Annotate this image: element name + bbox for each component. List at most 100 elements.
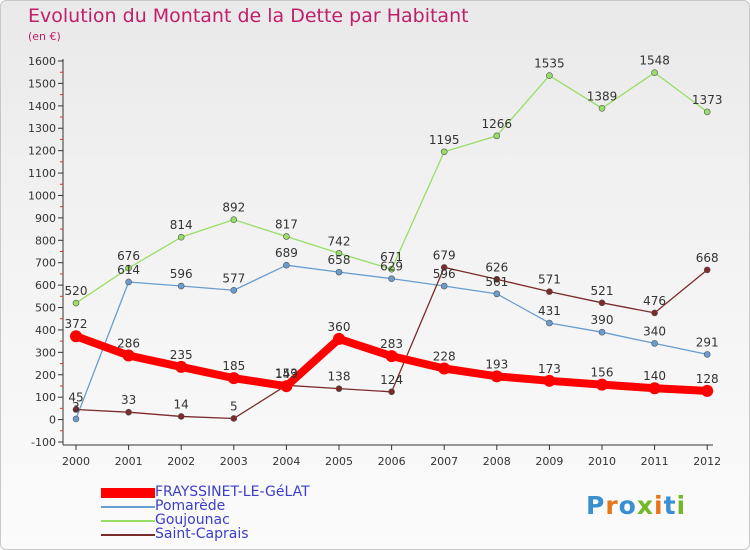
- data-point: [388, 388, 395, 396]
- data-point: [335, 385, 343, 392]
- y-tick-label: 1200: [28, 145, 56, 158]
- data-point: [493, 132, 501, 140]
- x-tick-label: 2008: [483, 455, 511, 468]
- data-point: [546, 72, 553, 79]
- x-tick-label: 2006: [378, 455, 406, 468]
- data-label: 3: [72, 400, 80, 414]
- x-tick-label: 2007: [430, 455, 458, 468]
- data-label: 340: [643, 324, 666, 338]
- data-point: [651, 69, 658, 76]
- data-label: 520: [65, 284, 88, 298]
- y-tick-label: 1400: [28, 100, 56, 113]
- data-label: 235: [170, 348, 193, 362]
- data-point: [177, 413, 185, 420]
- brand-letter: P: [586, 491, 606, 520]
- data-label: 476: [643, 294, 666, 308]
- y-tick-label: 800: [35, 234, 56, 247]
- data-point: [543, 374, 556, 387]
- y-tick-label: 600: [35, 279, 56, 292]
- brand-letter: i: [654, 491, 664, 520]
- data-label: 138: [328, 370, 351, 384]
- data-label: 892: [222, 201, 245, 215]
- data-point: [651, 340, 658, 347]
- data-point: [335, 268, 343, 276]
- data-point: [490, 370, 503, 383]
- data-point: [440, 264, 448, 271]
- data-point: [280, 380, 293, 393]
- data-label: 1373: [692, 93, 723, 107]
- data-label: 156: [591, 366, 614, 380]
- data-label: 140: [643, 369, 666, 383]
- data-point: [440, 148, 448, 156]
- data-label: 372: [65, 317, 88, 331]
- data-label: 5: [230, 399, 238, 413]
- brand-letter: t: [663, 491, 677, 520]
- legend-swatch-bar: [101, 506, 155, 508]
- y-tick-label: 300: [35, 346, 56, 359]
- data-label: 193: [485, 357, 508, 371]
- data-point: [72, 415, 80, 423]
- y-tick-label: 1100: [28, 167, 56, 180]
- data-point: [230, 216, 238, 223]
- data-label: 658: [328, 253, 351, 267]
- data-label: 679: [433, 248, 456, 262]
- data-label: 228: [433, 349, 456, 363]
- x-tick-label: 2012: [693, 455, 721, 468]
- data-label: 577: [222, 271, 245, 285]
- data-point: [177, 233, 185, 241]
- data-label: 817: [275, 217, 298, 231]
- data-label: 561: [485, 275, 508, 289]
- y-tick-label: 1500: [28, 77, 56, 90]
- data-point: [227, 372, 240, 385]
- data-label: 1389: [587, 89, 618, 103]
- data-point: [385, 350, 398, 363]
- y-tick-label: 900: [35, 212, 56, 225]
- data-label: 153: [275, 366, 298, 380]
- data-point: [283, 233, 290, 240]
- data-label: 626: [485, 260, 508, 274]
- legend-swatch: [101, 534, 155, 536]
- data-label: 629: [380, 260, 403, 274]
- y-tick-label: 1000: [28, 189, 56, 202]
- data-point: [598, 104, 606, 112]
- x-tick-label: 2011: [641, 455, 669, 468]
- data-label: 431: [538, 304, 561, 318]
- data-label: 814: [170, 218, 193, 232]
- x-tick-label: 2010: [588, 455, 616, 468]
- brand-letter: o: [618, 491, 637, 520]
- data-point: [177, 282, 185, 290]
- data-label: 1195: [429, 133, 460, 147]
- data-point: [333, 332, 345, 345]
- data-label: 128: [696, 372, 719, 386]
- data-point: [122, 349, 135, 362]
- legend-label: Goujounac: [155, 512, 230, 528]
- data-point: [703, 351, 711, 358]
- data-label: 521: [591, 284, 614, 298]
- data-point: [546, 319, 553, 327]
- data-label: 596: [170, 267, 193, 281]
- data-point: [175, 360, 188, 373]
- data-label: 185: [222, 359, 245, 373]
- data-point: [283, 261, 290, 269]
- x-tick-label: 2003: [220, 455, 248, 468]
- legend-swatch: [101, 506, 155, 508]
- legend-label: FRAYSSINET-LE-GéLAT: [155, 484, 310, 500]
- data-point: [125, 278, 132, 286]
- data-label: 742: [328, 234, 351, 248]
- data-point: [230, 415, 238, 422]
- data-label: 1535: [534, 57, 565, 71]
- data-point: [70, 330, 82, 343]
- legend-label: Saint-Caprais: [155, 526, 249, 542]
- brand-letter: x: [636, 491, 654, 520]
- data-label: 283: [380, 337, 403, 351]
- data-point: [703, 266, 711, 274]
- data-point: [701, 384, 714, 397]
- data-label: 291: [696, 335, 719, 349]
- data-point: [72, 299, 80, 307]
- data-label: 45: [68, 391, 83, 405]
- data-label: 571: [538, 273, 561, 287]
- data-label: 149: [275, 367, 298, 381]
- x-tick-label: 2001: [115, 455, 143, 468]
- data-point: [230, 286, 238, 294]
